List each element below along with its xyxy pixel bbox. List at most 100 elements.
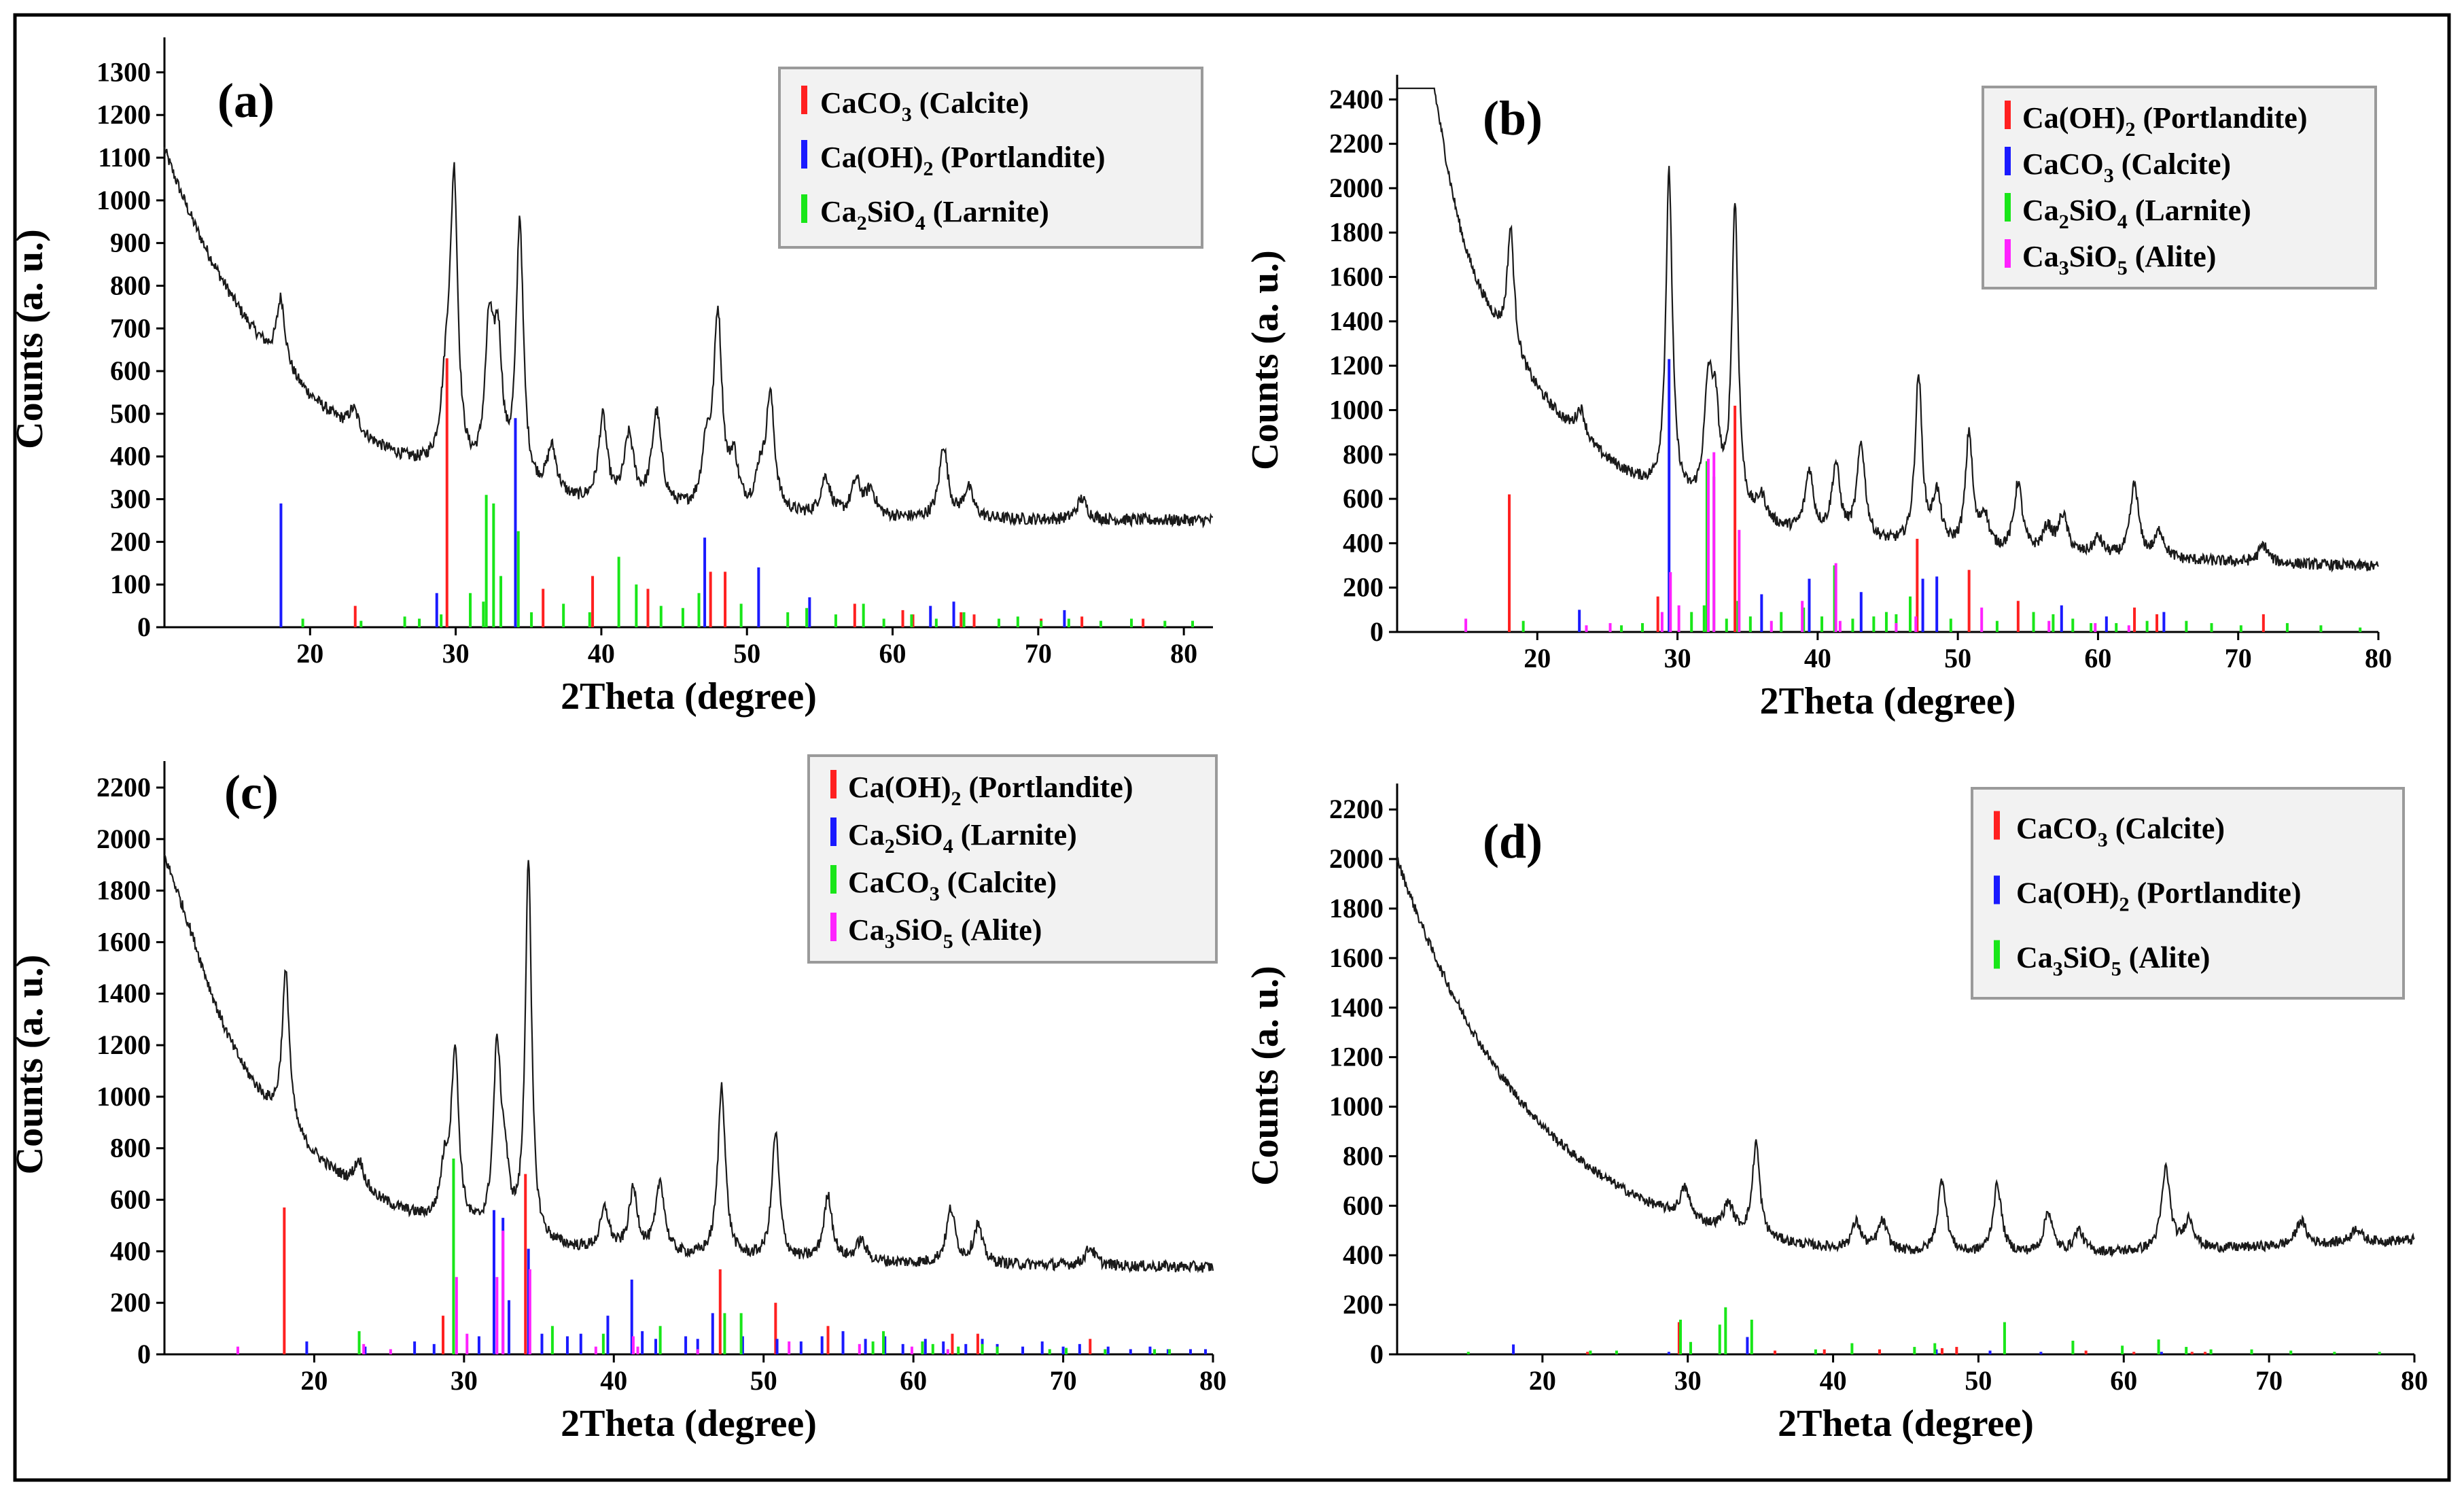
legend-swatch	[830, 865, 837, 894]
y-tick-label: 1800	[1329, 217, 1384, 247]
legend-entry: Ca(OH)2 (Portlandite)	[2016, 877, 2301, 916]
legend: Ca(OH)2 (Portlandite) Ca2SiO4 (Larnite) Ca…	[807, 754, 1218, 964]
legend-entry: Ca(OH)2 (Portlandite)	[848, 771, 1133, 810]
x-tick-label: 40	[588, 638, 615, 669]
y-tick-label: 400	[110, 441, 151, 472]
legend-entry: CaCO3 (Calcite)	[820, 86, 1029, 126]
legend-swatch	[1994, 940, 2000, 969]
legend-swatch	[2005, 239, 2011, 268]
x-tick-label: 40	[1820, 1365, 1847, 1396]
y-tick-label: 2000	[1329, 843, 1384, 874]
x-tick-label: 70	[1025, 638, 1052, 669]
y-tick-label: 800	[1343, 1140, 1384, 1171]
y-axis-title: Counts (a. u.)	[9, 955, 51, 1175]
legend-swatch	[830, 913, 837, 941]
y-tick-label: 2000	[96, 824, 151, 854]
y-tick-label: 0	[1370, 1339, 1384, 1369]
y-tick-label: 800	[110, 1133, 151, 1163]
x-tick-label: 40	[1804, 643, 1831, 673]
y-tick-label: 1400	[1329, 992, 1384, 1023]
panel-label: (b)	[1483, 91, 1543, 145]
y-tick-label: 400	[110, 1235, 151, 1266]
reference-series	[283, 1174, 1092, 1354]
legend-entry: Ca2SiO4 (Larnite)	[848, 818, 1077, 858]
y-tick-label: 1400	[1329, 306, 1384, 336]
y-tick-label: 1200	[1329, 1042, 1384, 1072]
y-tick-label: 600	[1343, 1190, 1384, 1220]
y-tick-label: 1100	[98, 142, 151, 173]
legend-entry: Ca2SiO4 (Larnite)	[2022, 194, 2251, 233]
x-tick-label: 50	[1965, 1365, 1992, 1396]
legend-swatch	[2005, 101, 2011, 129]
y-tick-label: 1600	[1329, 943, 1384, 973]
reference-series	[1512, 1337, 2163, 1354]
y-tick-label: 1200	[96, 99, 151, 130]
y-tick-label: 1200	[1329, 350, 1384, 381]
xrd-pattern-line	[1396, 857, 2415, 1258]
chart-panel-b: 0 200 400 600 800 1000 1200 1400 1600 1800 2000 220…	[1244, 75, 2392, 722]
y-tick-label: 200	[110, 526, 151, 557]
x-tick-label: 60	[900, 1365, 927, 1396]
y-tick-label: 0	[137, 1339, 151, 1369]
legend-entry: Ca3SiO5 (Alite)	[2022, 240, 2216, 279]
y-axis-title: Counts (a. u.)	[1244, 250, 1286, 470]
reference-series	[1466, 1307, 2381, 1354]
reference-series	[301, 495, 1194, 627]
x-tick-label: 80	[1170, 638, 1197, 669]
x-axis-title: 2Theta (degree)	[561, 675, 817, 718]
legend-entry: CaCO3 (Calcite)	[848, 866, 1057, 905]
x-tick-label: 50	[1944, 643, 1971, 673]
x-axis-title: 2Theta (degree)	[561, 1403, 817, 1445]
y-tick-label: 600	[110, 355, 151, 386]
legend-swatch	[1994, 875, 2000, 904]
y-tick-label: 200	[110, 1287, 151, 1318]
xrd-pattern-line	[1397, 87, 2379, 573]
y-tick-label: 2200	[1329, 128, 1384, 159]
legend-entry: CaCO3 (Calcite)	[2016, 812, 2225, 851]
y-tick-label: 1000	[96, 185, 151, 215]
y-tick-label: 200	[1343, 572, 1384, 603]
legend-swatch	[801, 194, 807, 223]
chart-panel-c: 0 200 400 600 800 1000 1200 1400 1600 1800 2000 220…	[9, 754, 1227, 1445]
x-tick-label: 20	[1524, 643, 1551, 673]
x-tick-label: 40	[600, 1365, 627, 1396]
legend-swatch	[830, 770, 837, 798]
y-tick-label: 1300	[96, 56, 151, 87]
x-tick-label: 30	[442, 638, 470, 669]
reference-series	[1586, 1322, 2207, 1354]
chart-panel-d: 0 200 400 600 800 1000 1200 1400 1600 1800 2000 220…	[1244, 784, 2428, 1445]
legend-box	[1971, 787, 2405, 1000]
legend: CaCO3 (Calcite) Ca(OH)2 (Portlandite) Ca3S…	[1971, 787, 2405, 1000]
y-tick-label: 2000	[1329, 173, 1384, 203]
legend-swatch	[2005, 147, 2011, 175]
legend-swatch	[1994, 811, 2000, 840]
xrd-pattern-line	[163, 146, 1214, 529]
x-tick-label: 80	[2401, 1365, 2428, 1396]
y-tick-label: 0	[1370, 616, 1384, 647]
y-tick-label: 2200	[96, 772, 151, 803]
reference-series	[357, 1158, 1172, 1354]
y-tick-label: 200	[1343, 1289, 1384, 1320]
y-tick-label: 1000	[1329, 394, 1384, 425]
reference-series	[279, 418, 1066, 627]
legend-swatch	[830, 817, 837, 846]
x-tick-label: 20	[296, 638, 323, 669]
y-tick-label: 2200	[1329, 794, 1384, 824]
panel-label: (c)	[224, 765, 279, 820]
y-tick-label: 1800	[1329, 893, 1384, 924]
legend: Ca(OH)2 (Portlandite) CaCO3 (Calcite) Ca2S…	[1982, 86, 2377, 289]
y-tick-label: 300	[110, 484, 151, 514]
x-tick-label: 20	[1529, 1365, 1556, 1396]
y-tick-label: 0	[137, 612, 151, 642]
y-tick-label: 600	[1343, 483, 1384, 514]
x-tick-label: 50	[733, 638, 760, 669]
panel-label: (d)	[1483, 814, 1543, 868]
y-tick-label: 1200	[96, 1030, 151, 1060]
legend-entry: Ca3SiO5 (Alite)	[848, 913, 1042, 953]
y-axis-title: Counts (a. u.)	[9, 229, 51, 449]
y-tick-label: 1400	[96, 978, 151, 1008]
legend-box	[807, 754, 1218, 964]
reference-series	[353, 358, 1145, 627]
reference-series	[1578, 359, 2166, 632]
